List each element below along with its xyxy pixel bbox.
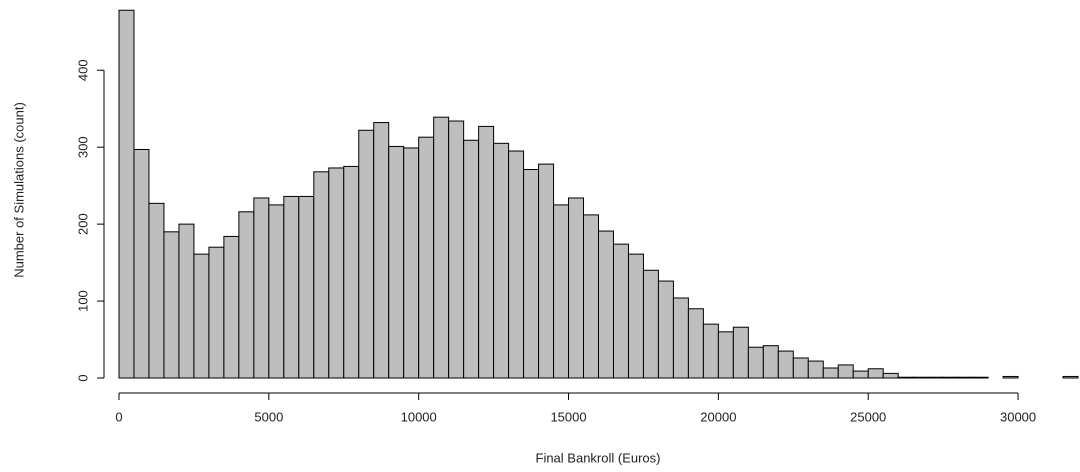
bar [223, 235, 240, 379]
bar [343, 165, 360, 379]
bar [238, 211, 255, 379]
bar [553, 204, 570, 379]
bar [538, 163, 555, 379]
bar [942, 376, 959, 379]
bar [702, 323, 719, 379]
y-axis-label: Number of Simulations (count) [11, 102, 26, 278]
bar [208, 246, 225, 379]
bar [358, 129, 375, 379]
bar [912, 376, 929, 379]
bar [448, 120, 465, 379]
bar [732, 326, 749, 379]
x-tick-label: 25000 [850, 409, 886, 424]
bar [687, 308, 704, 379]
bar [523, 168, 540, 379]
bar [598, 230, 614, 379]
x-axis-label: Final Bankroll (Euros) [536, 450, 661, 465]
bar [583, 214, 599, 379]
bar [642, 269, 659, 379]
bar [283, 195, 300, 379]
bar [133, 148, 150, 379]
y-tick-label: 0 [75, 374, 90, 381]
bar [313, 171, 330, 379]
bar [867, 368, 884, 379]
bar [418, 136, 435, 379]
bar [777, 350, 794, 379]
y-tick-label: 400 [75, 59, 90, 81]
bar [388, 145, 405, 379]
bar [433, 116, 450, 379]
bar [463, 139, 480, 379]
bar [792, 357, 809, 379]
x-tick-label: 30000 [1000, 409, 1036, 424]
bar [373, 122, 390, 379]
x-tick-label: 20000 [700, 409, 736, 424]
bar [118, 9, 135, 379]
bar [193, 253, 210, 379]
bar [882, 372, 899, 379]
bar [493, 142, 510, 379]
x-tick-label: 0 [115, 409, 122, 424]
bar [1002, 375, 1019, 379]
bar [627, 253, 644, 379]
bar [148, 202, 165, 379]
bar [927, 376, 944, 379]
x-tick-label: 10000 [401, 409, 437, 424]
x-tick-label: 5000 [254, 409, 283, 424]
bar [957, 376, 974, 379]
bar [568, 197, 585, 379]
bar [253, 197, 270, 379]
bar [672, 297, 689, 379]
y-tick-label: 300 [75, 136, 90, 158]
bar [403, 147, 420, 379]
bar [268, 204, 285, 379]
bar [837, 364, 854, 379]
bar [163, 231, 180, 379]
bar [762, 345, 779, 379]
bar [298, 195, 315, 379]
bar [508, 150, 525, 379]
x-tick-label: 15000 [550, 409, 586, 424]
bar [657, 280, 674, 379]
bar [897, 376, 914, 379]
bar [747, 346, 764, 379]
bar [178, 223, 195, 379]
bar [478, 125, 495, 379]
bar [612, 243, 629, 379]
bar [328, 167, 345, 379]
bar [972, 376, 989, 379]
bar [852, 370, 869, 379]
y-tick-label: 100 [75, 290, 90, 312]
y-tick-label: 200 [75, 213, 90, 235]
bar [807, 360, 824, 379]
bar [822, 367, 839, 379]
bar [717, 331, 734, 379]
bar [1062, 375, 1079, 379]
